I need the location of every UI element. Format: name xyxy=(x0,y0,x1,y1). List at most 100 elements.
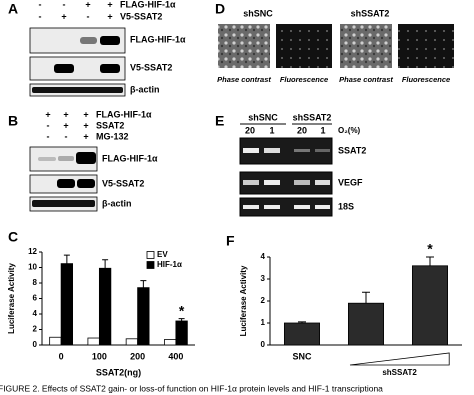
blot-label: V5-SSAT2 xyxy=(130,62,172,72)
sign: - xyxy=(65,131,68,141)
sign: - xyxy=(39,0,42,9)
y-tick-label: 0 xyxy=(261,340,266,349)
y-tick-label: 2 xyxy=(33,325,38,334)
micrographs xyxy=(218,24,454,68)
condition: 20 xyxy=(297,125,307,135)
error-bar xyxy=(63,254,70,264)
y-tick-label: 4 xyxy=(33,309,38,318)
group-label: shSNC xyxy=(248,112,278,122)
image-caption: Phase contrast xyxy=(339,75,393,84)
row-label: FLAG-HIF-1α xyxy=(96,109,152,119)
y-axis-label: Luciferase Activity xyxy=(7,263,16,334)
group-label: shSNC xyxy=(243,8,273,18)
sign: + xyxy=(85,0,90,9)
panel-label: A xyxy=(8,1,18,17)
x-axis-label: shSSAT2 xyxy=(382,368,417,377)
row-label: SSAT2 xyxy=(96,120,124,130)
x-tick-label: 400 xyxy=(168,351,183,361)
legend-label: EV xyxy=(157,250,168,259)
error-bar xyxy=(426,256,434,266)
y-tick-label: 0 xyxy=(33,340,38,349)
blot-label: β-actin xyxy=(130,84,160,94)
legend-swatch xyxy=(146,251,155,259)
image-caption: Fluorescence xyxy=(402,75,450,84)
sign: - xyxy=(47,131,50,141)
bar xyxy=(87,337,100,346)
y-tick-label: 6 xyxy=(33,294,38,303)
error-bar xyxy=(362,291,370,304)
sign: + xyxy=(63,120,68,130)
y-tick-label: 12 xyxy=(28,247,37,256)
legend-label: HIF-1α xyxy=(157,260,182,269)
bar xyxy=(60,263,74,346)
group-label: shSSAT2 xyxy=(293,112,332,122)
panel-label: C xyxy=(8,229,18,245)
x-tick-label: 200 xyxy=(130,351,145,361)
x-tick-label: SNC xyxy=(292,351,312,361)
y-tick-label: 8 xyxy=(33,278,38,287)
bar xyxy=(49,336,62,346)
sign: - xyxy=(63,0,66,9)
legend-swatch xyxy=(146,261,155,269)
bar xyxy=(347,302,384,346)
y-tick-label: 10 xyxy=(28,263,37,272)
sign: - xyxy=(39,11,42,21)
panel-label: B xyxy=(8,113,18,129)
condition: 1 xyxy=(320,125,325,135)
sign: + xyxy=(63,109,68,119)
y-tick-label: 4 xyxy=(261,252,266,261)
blot-label: FLAG-HIF-1α xyxy=(130,34,186,44)
image-caption: Phase contrast xyxy=(217,75,271,84)
blot-label: 18S xyxy=(338,201,354,211)
blot-a xyxy=(29,27,126,97)
bar xyxy=(137,287,150,346)
annotation: * xyxy=(179,302,185,318)
row-label: V5-SSAT2 xyxy=(120,11,162,21)
y-tick-label: 1 xyxy=(261,318,266,327)
sign: + xyxy=(45,109,50,119)
row-label: MG-132 xyxy=(96,131,129,141)
bar xyxy=(163,339,177,346)
sign: + xyxy=(107,11,112,21)
gradient-triangle xyxy=(349,352,450,366)
sign: + xyxy=(107,0,112,9)
figure-caption: FIGURE 2. Effects of SSAT2 gain- or loss… xyxy=(0,383,383,393)
bar xyxy=(411,265,448,346)
blot-label: V5-SSAT2 xyxy=(102,178,144,188)
unit-label: O₂(%) xyxy=(338,126,361,135)
sign: + xyxy=(83,109,88,119)
sign: + xyxy=(61,11,66,21)
y-axis-label: Luciferase Activity xyxy=(239,265,248,336)
x-axis-label: SSAT2(ng) xyxy=(96,367,141,377)
panel-label: F xyxy=(226,233,235,249)
blot-label: FLAG-HIF-1α xyxy=(102,153,158,163)
bar xyxy=(98,267,112,346)
panel-label: D xyxy=(215,1,225,17)
sign: - xyxy=(87,11,90,21)
annotation: * xyxy=(427,241,433,257)
blot-b xyxy=(29,146,98,212)
gel-e xyxy=(239,123,333,217)
x-tick-label: 100 xyxy=(92,351,107,361)
bar xyxy=(125,338,139,346)
condition: 1 xyxy=(269,125,274,135)
error-bar xyxy=(140,280,147,288)
x-tick-label: 0 xyxy=(59,351,64,361)
error-bar xyxy=(102,259,109,269)
blot-label: SSAT2 xyxy=(338,145,366,155)
group-label: shSSAT2 xyxy=(351,8,390,18)
y-tick-label: 2 xyxy=(261,296,266,305)
y-tick-label: 3 xyxy=(261,274,266,283)
panel-label: E xyxy=(215,113,224,129)
condition: 20 xyxy=(245,125,255,135)
error-bar xyxy=(298,321,306,323)
blot-label: β-actin xyxy=(102,198,132,208)
bar xyxy=(283,322,320,346)
image-caption: Fluorescence xyxy=(280,75,328,84)
error-bar xyxy=(178,318,185,321)
row-label: FLAG-HIF-1α xyxy=(120,0,176,9)
blot-label: VEGF xyxy=(338,177,363,187)
bar xyxy=(175,320,188,346)
sign: - xyxy=(47,120,50,130)
